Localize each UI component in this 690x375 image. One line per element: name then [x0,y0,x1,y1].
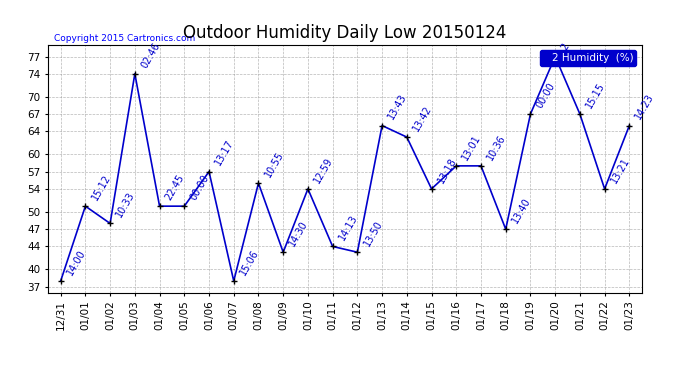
Text: 13:50: 13:50 [362,219,384,248]
Text: 15:12: 15:12 [90,173,112,202]
Text: 2: 2 [560,42,571,52]
Text: 14:30: 14:30 [287,219,310,248]
Text: 12:59: 12:59 [312,156,335,185]
Text: 10:55: 10:55 [263,150,285,179]
Text: 15:15: 15:15 [584,81,607,110]
Text: 10:36: 10:36 [485,133,508,162]
Text: 13:42: 13:42 [411,104,433,133]
Text: 22:45: 22:45 [164,172,186,202]
Text: 10:33: 10:33 [115,190,137,219]
Text: 13:43: 13:43 [386,92,408,122]
Legend: 2 Humidity  (%): 2 Humidity (%) [540,50,636,66]
Text: 14:13: 14:13 [337,213,359,242]
Text: 14:00: 14:00 [65,248,88,277]
Text: 13:18: 13:18 [435,156,458,185]
Text: 00:00: 00:00 [535,81,557,110]
Text: 13:01: 13:01 [460,133,483,162]
Text: 14:23: 14:23 [633,92,656,122]
Text: 13:17: 13:17 [213,138,236,168]
Text: 13:40: 13:40 [510,196,533,225]
Text: Copyright 2015 Cartronics.com: Copyright 2015 Cartronics.com [55,33,195,42]
Text: 15:06: 15:06 [238,248,261,277]
Text: 00:00: 00:00 [188,173,211,202]
Text: 13:21: 13:21 [609,156,631,185]
Title: Outdoor Humidity Daily Low 20150124: Outdoor Humidity Daily Low 20150124 [184,24,506,42]
Text: 02:46: 02:46 [139,40,161,70]
